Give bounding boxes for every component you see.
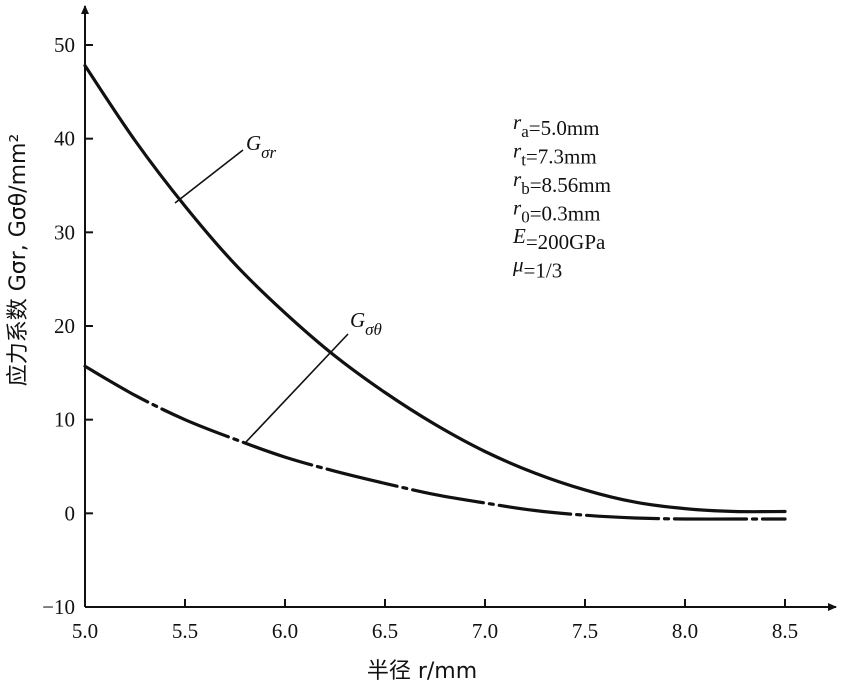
x-tick-label: 7.0	[472, 619, 498, 643]
series-label-gst-sub: σθ	[365, 320, 382, 339]
curve-gsr	[83, 63, 787, 514]
parameter-value: =7.3mm	[526, 145, 597, 169]
x-tick-label: 5.5	[172, 619, 198, 643]
parameter-annotation: μ=1/3	[512, 253, 562, 283]
parameter-subscript: t	[521, 151, 526, 170]
parameter-annotation: r0=0.3mm	[513, 196, 600, 227]
parameter-subscript: 0	[521, 208, 530, 227]
parameter-value: =8.56mm	[530, 173, 611, 197]
parameter-annotation: rb=8.56mm	[513, 167, 611, 198]
x-tick-label: 8.0	[672, 619, 698, 643]
y-tick-label: −10	[42, 595, 75, 619]
y-tick-label: 40	[54, 127, 75, 151]
curve-gst	[83, 364, 787, 521]
parameter-subscript: b	[521, 179, 530, 198]
leader-line-gst	[245, 333, 349, 443]
parameter-symbol: r	[513, 110, 522, 134]
leader-line-gsr	[174, 149, 244, 204]
parameter-symbol: r	[513, 196, 522, 220]
parameter-annotations: ra=5.0mmrt=7.3mmrb=8.56mmr0=0.3mmE=200GP…	[512, 110, 611, 283]
y-axis-title: 应力系数 Gσr, Gσθ/mm²	[6, 134, 31, 387]
x-tick-label: 5.0	[72, 619, 98, 643]
y-tick-label: 10	[54, 408, 75, 432]
series-label-gst: Gσθ	[245, 308, 382, 443]
parameter-symbol: E	[512, 224, 526, 248]
parameter-symbol: r	[513, 167, 522, 191]
parameter-subscript: a	[521, 122, 529, 141]
parameter-symbol: r	[513, 139, 522, 163]
parameter-value: =200GPa	[526, 230, 606, 254]
x-axis-title: 半径 r/mm	[367, 659, 477, 684]
parameter-annotation: ra=5.0mm	[513, 110, 600, 141]
series-label-gsr-symbol: G	[246, 131, 261, 155]
series-label-gsr-sub: σr	[261, 143, 276, 162]
parameter-symbol: μ	[512, 253, 524, 277]
series-label-gst-symbol: G	[350, 308, 365, 332]
y-tick-label: 0	[65, 501, 76, 525]
parameter-value: =5.0mm	[529, 116, 600, 140]
parameter-value: =0.3mm	[530, 202, 601, 226]
y-tick-label: 20	[54, 314, 75, 338]
x-tick-label: 6.0	[272, 619, 298, 643]
y-tick-label: 50	[54, 33, 75, 57]
svg-text:Gσr: Gσr	[246, 131, 277, 162]
x-tick-label: 7.5	[572, 619, 598, 643]
parameter-value: =1/3	[524, 259, 563, 283]
series-label-gsr: Gσr	[174, 131, 277, 204]
y-tick-label: 30	[54, 220, 75, 244]
x-tick-label: 6.5	[372, 619, 398, 643]
parameter-annotation: rt=7.3mm	[513, 139, 597, 170]
parameter-annotation: E=200GPa	[512, 224, 606, 254]
x-tick-label: 8.5	[772, 619, 798, 643]
svg-text:Gσθ: Gσθ	[350, 308, 382, 339]
